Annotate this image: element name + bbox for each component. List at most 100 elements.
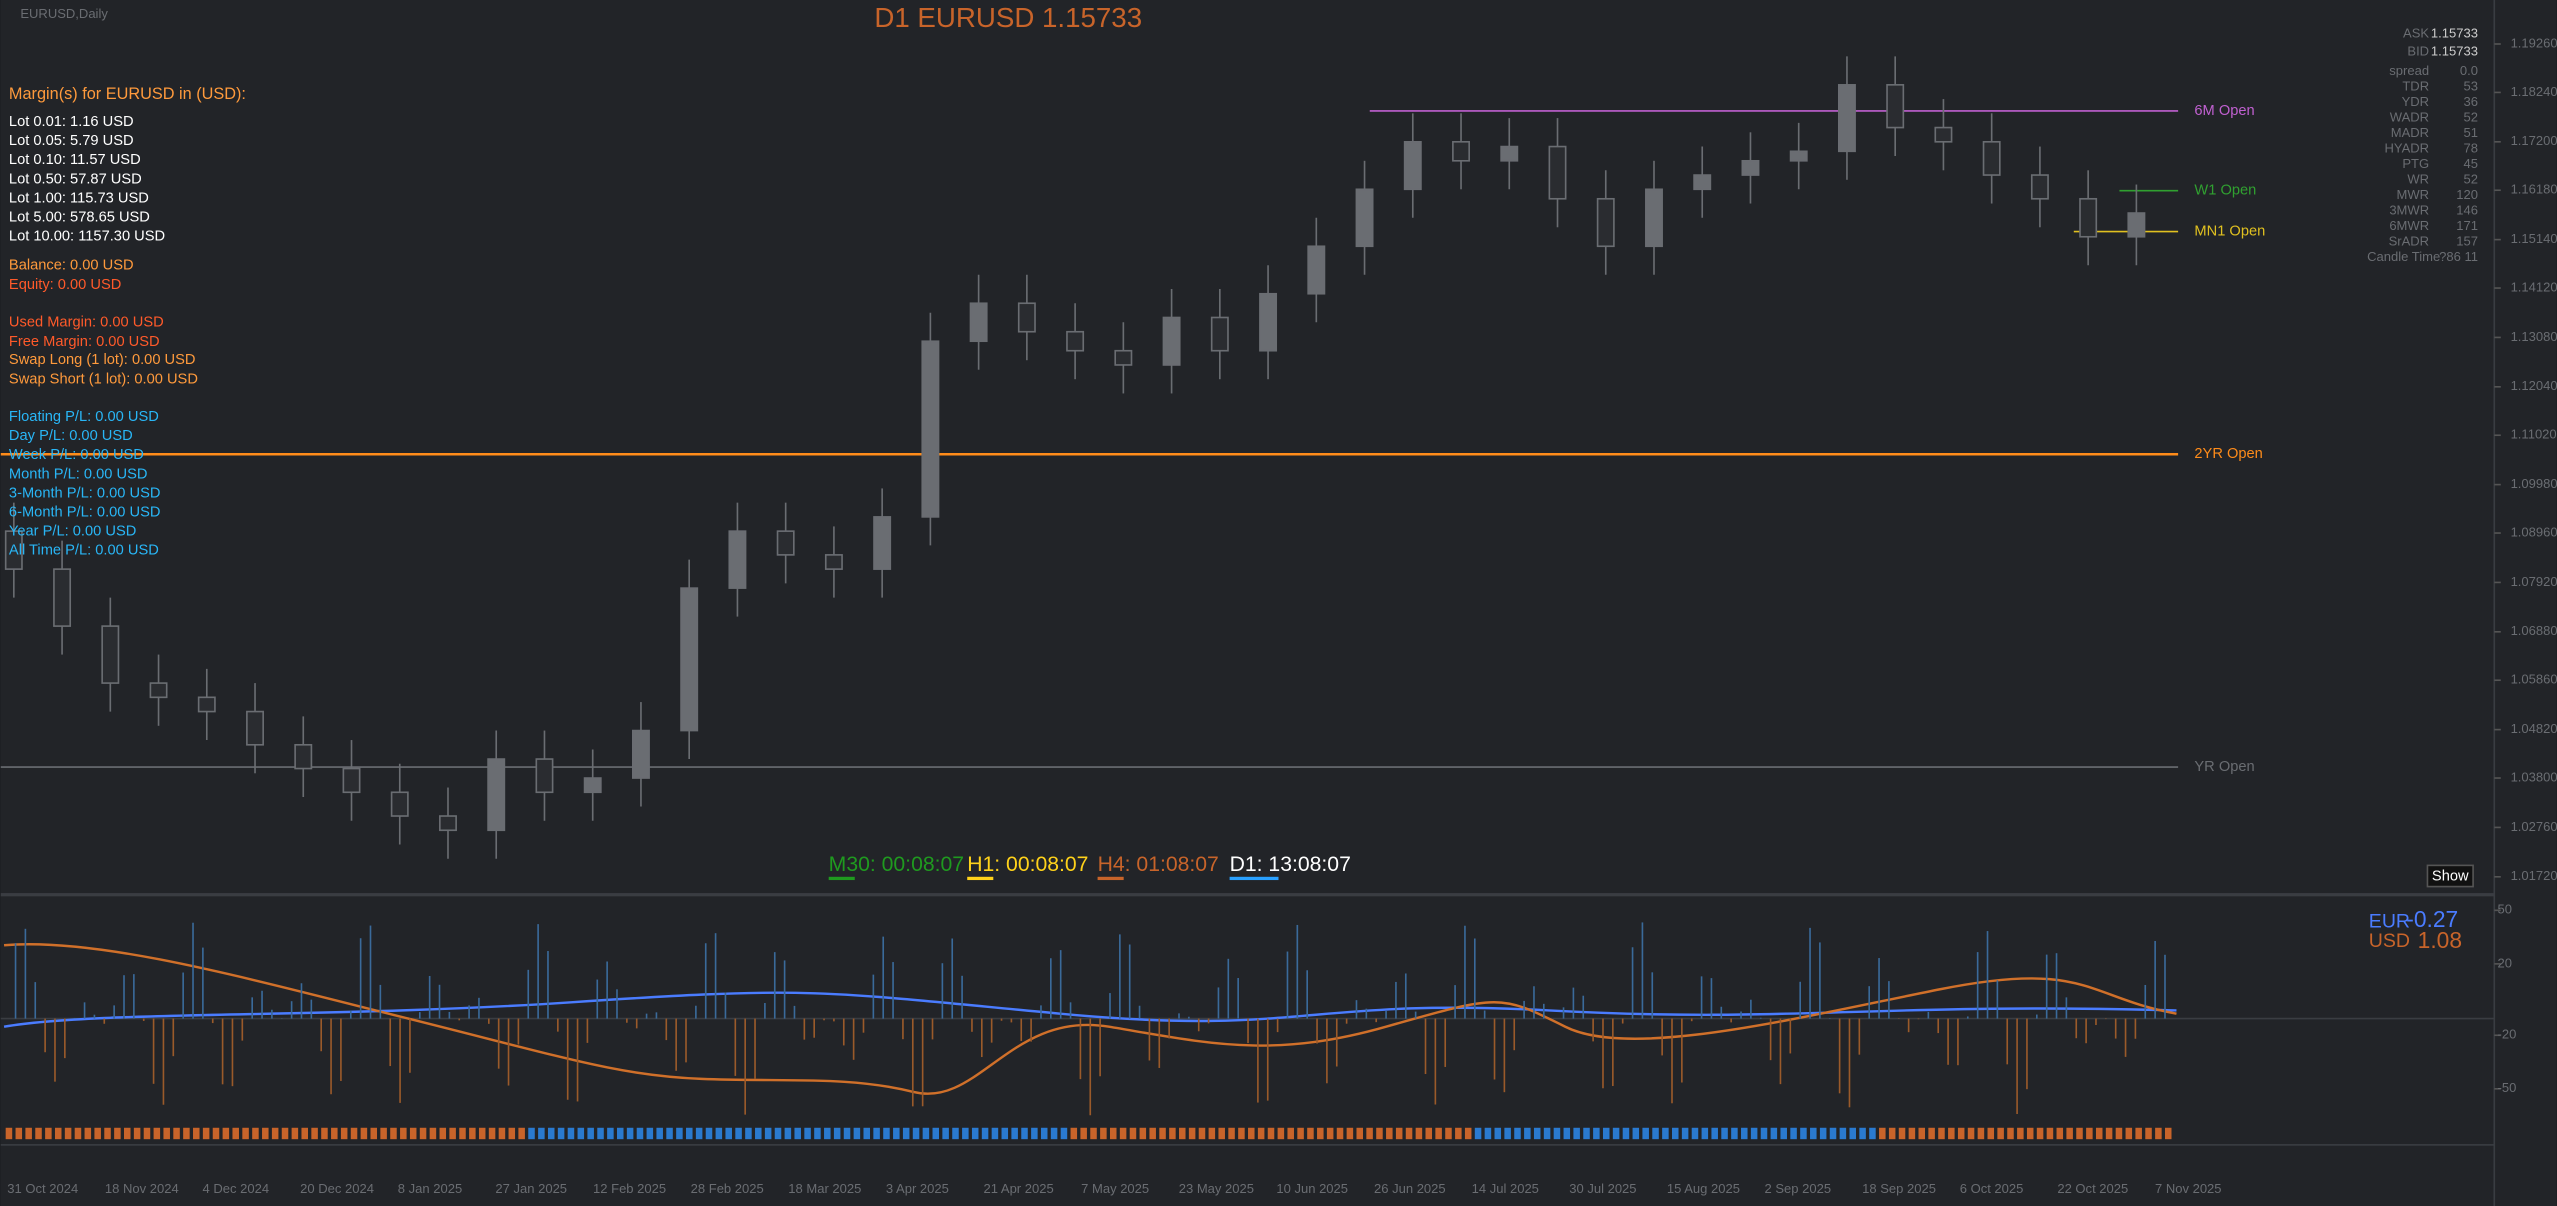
status-cell [2164,1127,2172,1140]
lot-margin: Lot 0.50: 57.87 USD [9,171,142,187]
date-label: 10 Jun 2025 [1276,1181,1348,1196]
status-cell [1987,1127,1995,1140]
date-label: 18 Mar 2025 [788,1181,861,1196]
candle-body [1886,84,1905,129]
status-cell [1642,1127,1649,1140]
info-value: 51 [2463,125,2477,140]
candle-body [1259,292,1278,352]
status-cell [1218,1127,1225,1140]
candle-body [1645,188,1663,248]
status-cell [2125,1127,2133,1140]
info-value: 36 [2463,94,2477,109]
status-cell [1129,1127,1137,1140]
status-cell [1957,1127,1965,1140]
status-cell [1415,1127,1423,1140]
status-cell [1662,1127,1669,1140]
margin-heading: Margin(s) for EURUSD in (USD): [9,85,246,103]
status-cell [1691,1127,1699,1140]
candle-body [1596,197,1615,248]
pane-tick-label: -50 [2498,1080,2517,1095]
candle-body [246,710,264,746]
status-cell [1287,1127,1294,1140]
status-cell [666,1127,673,1140]
status-cell [1376,1127,1383,1140]
status-cell [1228,1127,1235,1140]
lot-margin: Lot 1.00: 115.73 USD [9,190,149,206]
status-cell [863,1127,871,1140]
info-value: ?86 11 [2439,249,2478,264]
pl-line: Day P/L: 0.00 USD [9,428,133,444]
status-cell [1455,1127,1462,1140]
status-cell [252,1127,259,1140]
status-cell [2066,1127,2073,1140]
status-cell [1849,1127,1856,1140]
status-cell [193,1127,200,1140]
info-key: 6MWR [2389,218,2429,233]
status-cell [94,1127,101,1140]
info-key: Candle Time [2367,249,2440,264]
status-cell [893,1127,900,1140]
status-cell [646,1127,654,1140]
info-value: 52 [2463,172,2477,187]
status-cell [1602,1127,1610,1140]
candle-body [1017,302,1036,333]
lot-margin: Lot 5.00: 578.65 USD [9,209,150,225]
info-key: WR [2407,172,2429,187]
status-cell [1356,1127,1364,1140]
status-cell [843,1127,851,1140]
status-cell [1731,1127,1738,1140]
date-label: 20 Dec 2024 [300,1181,374,1196]
candle-body [101,625,120,684]
status-cell [1721,1127,1728,1140]
candle-body [776,530,795,556]
candle-body [1934,126,1953,143]
status-cell [1514,1127,1521,1140]
status-cell [183,1127,190,1140]
status-cell [1386,1127,1393,1140]
status-cell [883,1127,890,1140]
status-cell [794,1127,801,1140]
candle-body [1066,330,1085,352]
status-cell [1179,1127,1186,1140]
info-value: 45 [2463,156,2477,171]
candle-body [1982,140,2001,176]
price-tick-label: 1.07920 [2511,574,2557,589]
chart-title: D1 EURUSD 1.15733 [874,2,1142,33]
show-button[interactable] [2426,864,2474,888]
status-cell [715,1127,723,1140]
candle-body [1355,188,1374,248]
status-cell [133,1127,141,1140]
status-cell [1031,1127,1038,1140]
candle-body [342,767,361,794]
status-cell [429,1127,437,1140]
status-cell [656,1127,663,1140]
status-cell [1238,1127,1245,1140]
show-button-label[interactable]: Show [2432,869,2469,885]
status-cell [1040,1127,1048,1140]
timer-underline [967,876,994,881]
status-cell [1741,1127,1748,1140]
status-cell [350,1127,358,1140]
date-label: 22 Oct 2025 [2057,1181,2128,1196]
status-cell [1307,1127,1314,1140]
status-cell [1701,1127,1709,1140]
status-cell [932,1127,940,1140]
candle-body [1114,349,1133,366]
date-label: 7 May 2025 [1081,1181,1149,1196]
status-cell [725,1127,732,1140]
date-label: 6 Oct 2025 [1960,1181,2024,1196]
status-cell [1573,1127,1580,1140]
date-label: 2 Sep 2025 [1764,1181,1831,1196]
status-cell [419,1127,427,1140]
status-cell [390,1127,397,1140]
status-cell [1928,1127,1935,1140]
price-tick-label: 1.18240 [2511,84,2557,99]
price-tick-label: 1.08960 [2511,524,2557,539]
status-cell [1869,1127,1876,1140]
status-cell [1366,1127,1373,1140]
lot-margin: Lot 0.05: 5.79 USD [9,133,134,149]
status-cell [2017,1127,2024,1140]
status-cell [636,1127,644,1140]
date-label: 26 Jun 2025 [1374,1181,1446,1196]
price-tick-label: 1.19260 [2511,35,2557,50]
